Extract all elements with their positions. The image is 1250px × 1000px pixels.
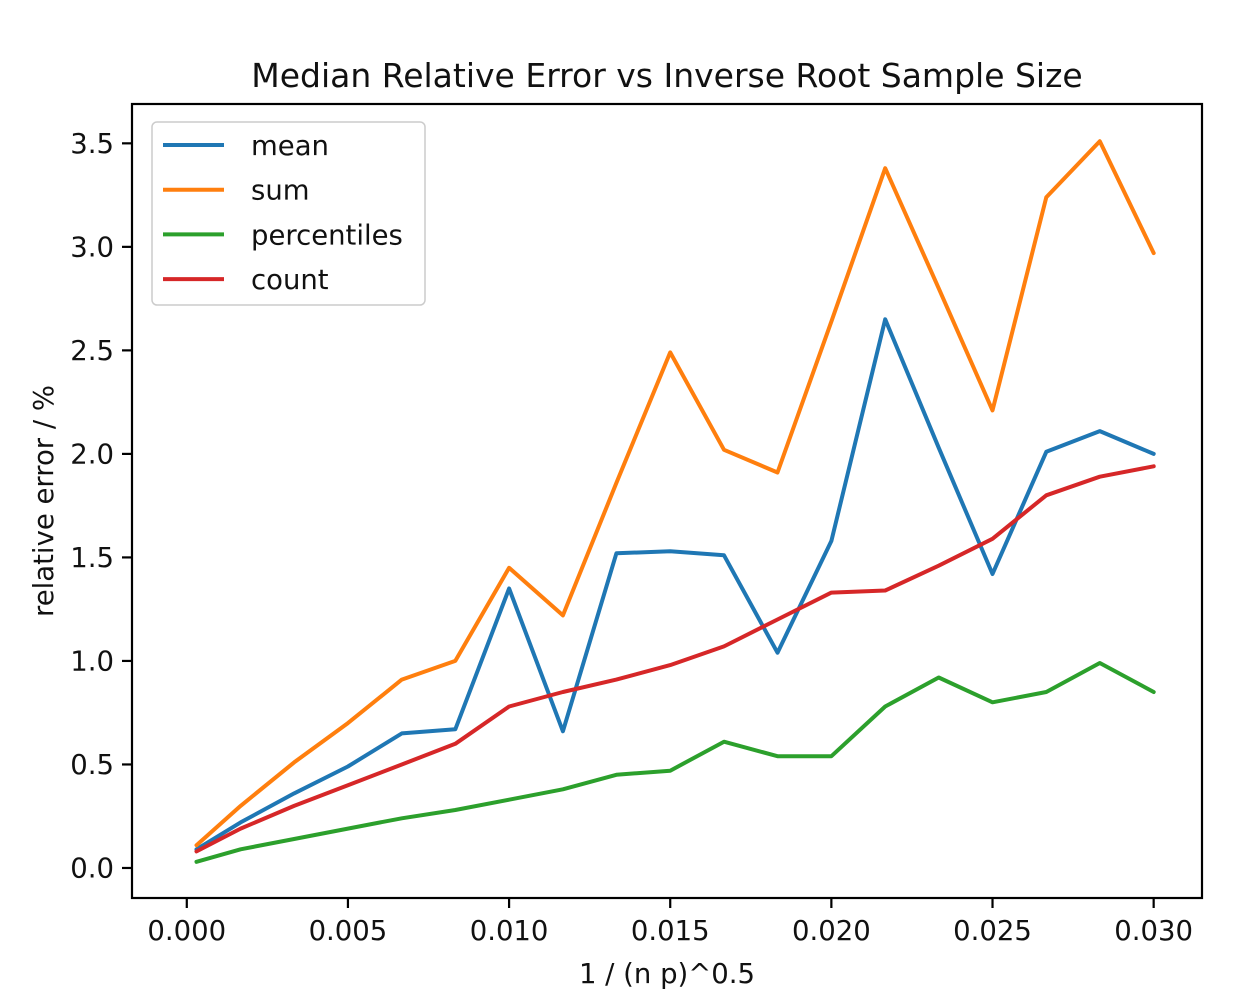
legend-label-percentiles: percentiles [251, 219, 403, 251]
y-tick-label: 0.0 [70, 852, 114, 884]
y-tick-label: 2.5 [70, 335, 114, 367]
legend-label-count: count [251, 264, 329, 296]
series-line-percentiles [194, 661, 1156, 864]
y-tick-label: 2.0 [70, 438, 114, 470]
x-tick-label: 0.010 [470, 915, 549, 947]
series-line-count [194, 464, 1156, 854]
series-line-sum [194, 139, 1156, 848]
legend-box [151, 121, 426, 306]
axes-frame [130, 102, 1204, 900]
axis-ticks: 0.000 0.005 0.010 0.015 0.020 0.025 0.030 0.0 0.… [70, 128, 1193, 947]
y-tick-label: 1.0 [70, 645, 114, 677]
legend-label-mean: mean [251, 130, 329, 162]
plot-area [130, 102, 1204, 900]
x-tick-label: 0.005 [309, 915, 388, 947]
x-tick-label: 0.020 [792, 915, 871, 947]
data-series [194, 139, 1156, 864]
y-tick-label: 3.0 [70, 231, 114, 263]
legend: mean sum percentiles count [151, 121, 426, 306]
x-tick-label: 0.025 [953, 915, 1032, 947]
y-axis-label: relative error / % [28, 385, 60, 617]
y-tick-label: 1.5 [70, 542, 114, 574]
x-axis-label: 1 / (n p)^0.5 [579, 958, 755, 990]
series-line-mean [194, 317, 1156, 852]
y-tick-label: 0.5 [70, 749, 114, 781]
x-tick-label: 0.000 [147, 915, 226, 947]
x-tick-label: 0.030 [1114, 915, 1193, 947]
chart-title: Median Relative Error vs Inverse Root Sa… [251, 56, 1082, 95]
y-tick-label: 3.5 [70, 128, 114, 160]
x-tick-label: 0.015 [631, 915, 710, 947]
legend-label-sum: sum [251, 175, 310, 207]
